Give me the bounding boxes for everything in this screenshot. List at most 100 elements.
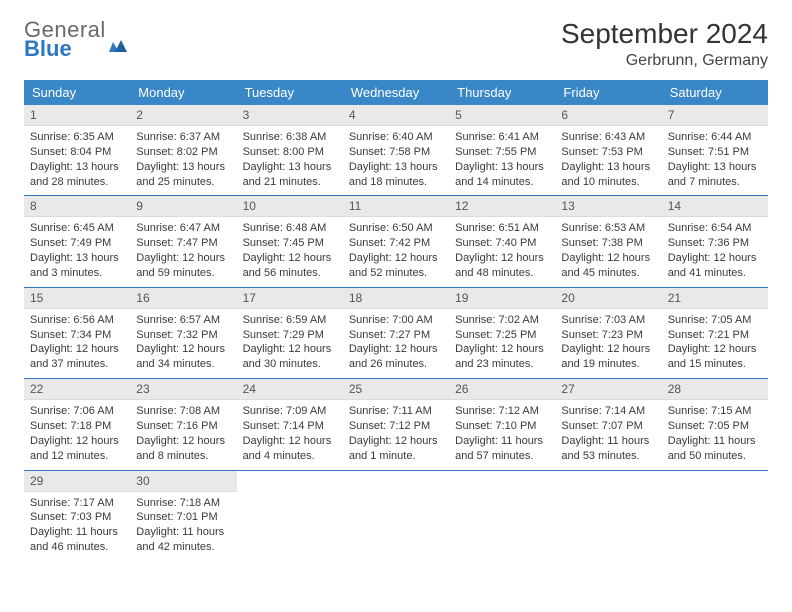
day-details: Sunrise: 6:59 AMSunset: 7:29 PMDaylight:… <box>237 309 343 378</box>
daylight-text: Daylight: 12 hours and 34 minutes. <box>136 342 230 372</box>
sunset-text: Sunset: 7:51 PM <box>668 145 762 160</box>
sunset-text: Sunset: 7:38 PM <box>561 236 655 251</box>
day-details: Sunrise: 7:14 AMSunset: 7:07 PMDaylight:… <box>555 400 661 469</box>
sunrise-text: Sunrise: 6:54 AM <box>668 221 762 236</box>
title-block: September 2024 Gerbrunn, Germany <box>561 18 768 70</box>
sunrise-text: Sunrise: 7:14 AM <box>561 404 655 419</box>
day-details: Sunrise: 6:48 AMSunset: 7:45 PMDaylight:… <box>237 217 343 286</box>
title-month: September 2024 <box>561 18 768 50</box>
daylight-text: Daylight: 12 hours and 12 minutes. <box>30 434 124 464</box>
day-details: Sunrise: 7:09 AMSunset: 7:14 PMDaylight:… <box>237 400 343 469</box>
daylight-text: Daylight: 12 hours and 19 minutes. <box>561 342 655 372</box>
daylight-text: Daylight: 13 hours and 14 minutes. <box>455 160 549 190</box>
daylight-text: Daylight: 12 hours and 52 minutes. <box>349 251 443 281</box>
sunset-text: Sunset: 7:21 PM <box>668 328 762 343</box>
day-number: 5 <box>449 105 555 126</box>
day-header: Wednesday <box>343 80 449 105</box>
calendar-cell: 27Sunrise: 7:14 AMSunset: 7:07 PMDayligh… <box>555 379 661 470</box>
calendar-cell: 5Sunrise: 6:41 AMSunset: 7:55 PMDaylight… <box>449 105 555 196</box>
sunset-text: Sunset: 7:12 PM <box>349 419 443 434</box>
sunrise-text: Sunrise: 7:05 AM <box>668 313 762 328</box>
daylight-text: Daylight: 12 hours and 48 minutes. <box>455 251 549 281</box>
calendar-cell: 11Sunrise: 6:50 AMSunset: 7:42 PMDayligh… <box>343 196 449 287</box>
sunrise-text: Sunrise: 6:47 AM <box>136 221 230 236</box>
day-header: Monday <box>130 80 236 105</box>
calendar-cell <box>449 470 555 561</box>
day-details: Sunrise: 6:51 AMSunset: 7:40 PMDaylight:… <box>449 217 555 286</box>
day-details: Sunrise: 6:56 AMSunset: 7:34 PMDaylight:… <box>24 309 130 378</box>
sunset-text: Sunset: 8:02 PM <box>136 145 230 160</box>
calendar-cell: 1Sunrise: 6:35 AMSunset: 8:04 PMDaylight… <box>24 105 130 196</box>
day-details: Sunrise: 6:37 AMSunset: 8:02 PMDaylight:… <box>130 126 236 195</box>
daylight-text: Daylight: 12 hours and 1 minute. <box>349 434 443 464</box>
day-header: Tuesday <box>237 80 343 105</box>
day-details: Sunrise: 6:47 AMSunset: 7:47 PMDaylight:… <box>130 217 236 286</box>
calendar-cell: 20Sunrise: 7:03 AMSunset: 7:23 PMDayligh… <box>555 287 661 378</box>
day-details: Sunrise: 7:08 AMSunset: 7:16 PMDaylight:… <box>130 400 236 469</box>
sunset-text: Sunset: 7:14 PM <box>243 419 337 434</box>
day-number: 29 <box>24 471 130 492</box>
day-details: Sunrise: 7:11 AMSunset: 7:12 PMDaylight:… <box>343 400 449 469</box>
day-details: Sunrise: 6:40 AMSunset: 7:58 PMDaylight:… <box>343 126 449 195</box>
day-number: 23 <box>130 379 236 400</box>
daylight-text: Daylight: 13 hours and 7 minutes. <box>668 160 762 190</box>
calendar-cell: 29Sunrise: 7:17 AMSunset: 7:03 PMDayligh… <box>24 470 130 561</box>
calendar-cell: 6Sunrise: 6:43 AMSunset: 7:53 PMDaylight… <box>555 105 661 196</box>
sunset-text: Sunset: 7:45 PM <box>243 236 337 251</box>
daylight-text: Daylight: 12 hours and 37 minutes. <box>30 342 124 372</box>
day-number: 24 <box>237 379 343 400</box>
sunset-text: Sunset: 7:23 PM <box>561 328 655 343</box>
calendar-cell: 16Sunrise: 6:57 AMSunset: 7:32 PMDayligh… <box>130 287 236 378</box>
daylight-text: Daylight: 12 hours and 30 minutes. <box>243 342 337 372</box>
day-details: Sunrise: 7:06 AMSunset: 7:18 PMDaylight:… <box>24 400 130 469</box>
sunrise-text: Sunrise: 7:02 AM <box>455 313 549 328</box>
daylight-text: Daylight: 12 hours and 8 minutes. <box>136 434 230 464</box>
calendar-cell: 3Sunrise: 6:38 AMSunset: 8:00 PMDaylight… <box>237 105 343 196</box>
daylight-text: Daylight: 13 hours and 3 minutes. <box>30 251 124 281</box>
calendar-cell: 13Sunrise: 6:53 AMSunset: 7:38 PMDayligh… <box>555 196 661 287</box>
calendar-cell <box>343 470 449 561</box>
day-details: Sunrise: 7:05 AMSunset: 7:21 PMDaylight:… <box>662 309 768 378</box>
sunrise-text: Sunrise: 7:09 AM <box>243 404 337 419</box>
logo-mark-icon <box>109 33 127 47</box>
day-number: 10 <box>237 196 343 217</box>
calendar-cell: 8Sunrise: 6:45 AMSunset: 7:49 PMDaylight… <box>24 196 130 287</box>
calendar-cell: 30Sunrise: 7:18 AMSunset: 7:01 PMDayligh… <box>130 470 236 561</box>
daylight-text: Daylight: 11 hours and 50 minutes. <box>668 434 762 464</box>
day-header: Sunday <box>24 80 130 105</box>
sunrise-text: Sunrise: 6:44 AM <box>668 130 762 145</box>
day-header: Saturday <box>662 80 768 105</box>
sunrise-text: Sunrise: 6:38 AM <box>243 130 337 145</box>
day-details: Sunrise: 7:02 AMSunset: 7:25 PMDaylight:… <box>449 309 555 378</box>
sunrise-text: Sunrise: 6:53 AM <box>561 221 655 236</box>
daylight-text: Daylight: 12 hours and 59 minutes. <box>136 251 230 281</box>
day-number: 11 <box>343 196 449 217</box>
sunrise-text: Sunrise: 7:15 AM <box>668 404 762 419</box>
daylight-text: Daylight: 11 hours and 46 minutes. <box>30 525 124 555</box>
sunset-text: Sunset: 8:00 PM <box>243 145 337 160</box>
day-details: Sunrise: 6:41 AMSunset: 7:55 PMDaylight:… <box>449 126 555 195</box>
day-number: 22 <box>24 379 130 400</box>
calendar-cell: 10Sunrise: 6:48 AMSunset: 7:45 PMDayligh… <box>237 196 343 287</box>
sunset-text: Sunset: 7:58 PM <box>349 145 443 160</box>
daylight-text: Daylight: 11 hours and 57 minutes. <box>455 434 549 464</box>
sunset-text: Sunset: 7:42 PM <box>349 236 443 251</box>
calendar-row: 22Sunrise: 7:06 AMSunset: 7:18 PMDayligh… <box>24 379 768 470</box>
day-number: 20 <box>555 288 661 309</box>
calendar-body: 1Sunrise: 6:35 AMSunset: 8:04 PMDaylight… <box>24 105 768 561</box>
calendar-cell <box>237 470 343 561</box>
sunset-text: Sunset: 7:47 PM <box>136 236 230 251</box>
sunset-text: Sunset: 7:32 PM <box>136 328 230 343</box>
sunrise-text: Sunrise: 7:11 AM <box>349 404 443 419</box>
calendar-cell: 7Sunrise: 6:44 AMSunset: 7:51 PMDaylight… <box>662 105 768 196</box>
calendar-cell: 4Sunrise: 6:40 AMSunset: 7:58 PMDaylight… <box>343 105 449 196</box>
sunrise-text: Sunrise: 7:00 AM <box>349 313 443 328</box>
day-header-row: Sunday Monday Tuesday Wednesday Thursday… <box>24 80 768 105</box>
calendar-cell: 15Sunrise: 6:56 AMSunset: 7:34 PMDayligh… <box>24 287 130 378</box>
sunset-text: Sunset: 7:18 PM <box>30 419 124 434</box>
day-number: 12 <box>449 196 555 217</box>
daylight-text: Daylight: 13 hours and 18 minutes. <box>349 160 443 190</box>
calendar-cell <box>555 470 661 561</box>
day-number: 21 <box>662 288 768 309</box>
day-details: Sunrise: 6:54 AMSunset: 7:36 PMDaylight:… <box>662 217 768 286</box>
